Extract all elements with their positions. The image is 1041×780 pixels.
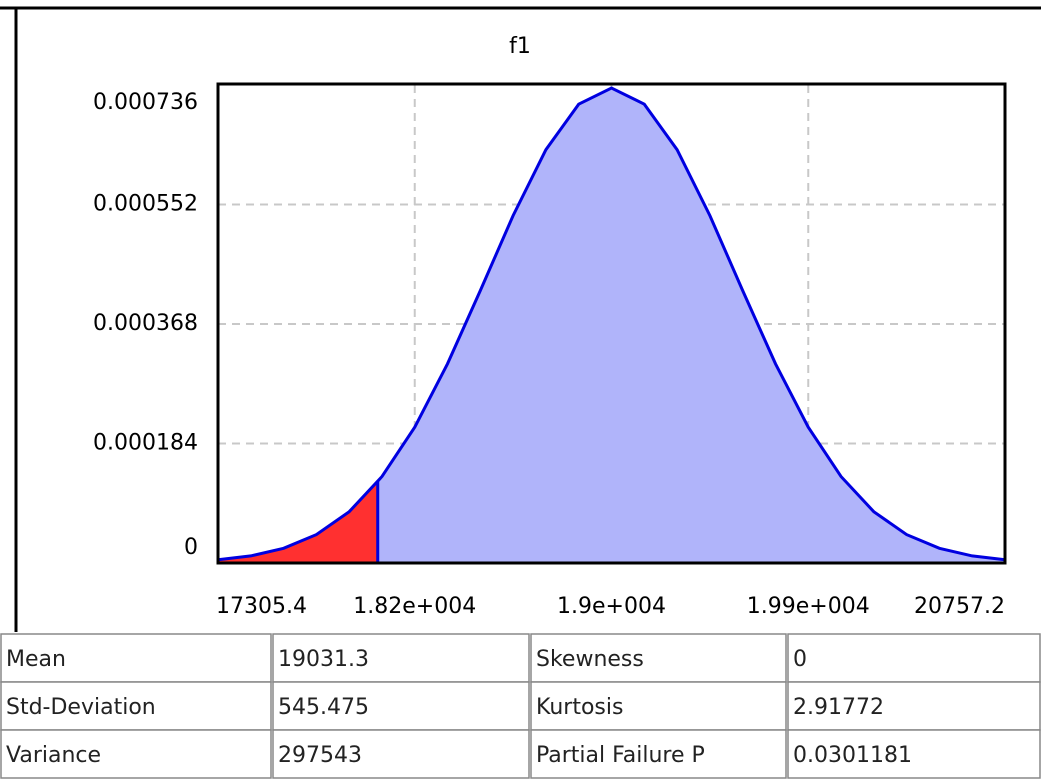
table-cell <box>272 633 530 683</box>
cell-text: Partial Failure P <box>536 743 705 768</box>
table-cell <box>530 681 787 731</box>
cell-text: Std-Deviation <box>6 695 156 720</box>
cell-text: 2.91772 <box>793 695 884 720</box>
table-cell <box>787 729 1041 779</box>
x-tick-label: 1.9e+004 <box>557 594 666 619</box>
y-tick-label: 0 <box>184 535 198 560</box>
x-tick-label: 1.99e+004 <box>747 594 870 619</box>
y-tick-label: 0.000552 <box>93 192 198 217</box>
plot-frame <box>216 82 1007 565</box>
x-tick-label: 1.82e+004 <box>353 594 476 619</box>
y-tick-label: 0.000184 <box>93 431 198 456</box>
y-tick-label: 0.000736 <box>93 90 198 115</box>
table-cell <box>787 681 1041 731</box>
x-tick-label: 17305.4 <box>216 594 307 619</box>
cell-text: 0.0301181 <box>793 743 912 768</box>
table-cell <box>0 681 272 731</box>
failure-region <box>218 481 378 563</box>
cell-text: Skewness <box>536 647 644 672</box>
table-cell <box>530 729 787 779</box>
cell-text: 0 <box>793 647 807 672</box>
table-cell <box>787 633 1041 683</box>
cell-text: Mean <box>6 647 66 672</box>
table-cell <box>0 729 272 779</box>
cell-text: 297543 <box>278 743 362 768</box>
table-cell <box>530 633 787 683</box>
x-tick-label: 20757.2 <box>914 594 1005 619</box>
chart-title: f1 <box>509 34 531 59</box>
cell-text: 19031.3 <box>278 647 369 672</box>
table-cell <box>272 729 530 779</box>
y-tick-label: 0.000368 <box>93 311 198 336</box>
table-cell <box>272 681 530 731</box>
cell-text: Kurtosis <box>536 695 623 720</box>
density-line <box>217 86 1006 562</box>
cell-text: 545.475 <box>278 695 369 720</box>
cell-text: Variance <box>6 743 101 768</box>
density-area <box>218 88 1005 563</box>
